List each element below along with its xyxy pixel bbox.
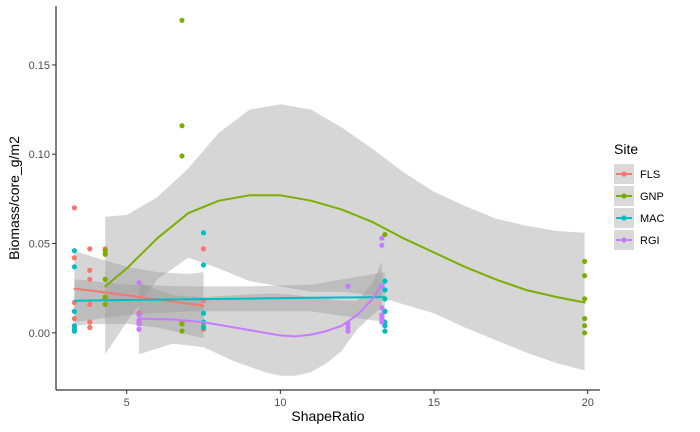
point-gnp-6 [179, 123, 185, 129]
ribbon-rgi [139, 261, 382, 376]
point-gnp-5 [179, 17, 185, 23]
ribbon-fls [74, 250, 204, 339]
point-mac-10 [200, 324, 207, 331]
point-rgi-0 [136, 280, 142, 286]
point-mac-0 [71, 248, 77, 254]
point-rgi-4 [136, 326, 142, 332]
point-rgi-5 [345, 283, 351, 289]
y-axis-title: Biomass/core_g/m2 [6, 136, 22, 260]
point-mac-14 [382, 308, 388, 314]
point-fls-7 [87, 276, 93, 282]
y-tick-label-3: 0.15 [29, 60, 50, 72]
point-fls-8 [87, 301, 93, 307]
point-mac-1 [71, 264, 77, 270]
point-mac-11 [382, 278, 388, 284]
point-mac-17 [382, 328, 388, 334]
x-tick-label-10: 10 [274, 397, 286, 409]
point-mac-5 [71, 328, 77, 334]
point-gnp-12 [582, 258, 588, 264]
point-rgi-10 [379, 242, 385, 248]
point-gnp-1 [102, 251, 108, 257]
point-mac-3 [71, 323, 77, 329]
point-gnp-15 [582, 316, 588, 322]
legend-key-dot-gnp [621, 193, 627, 199]
legend-key-dot-fls [621, 171, 627, 177]
fit-line-gnp [104, 194, 586, 304]
point-mac-7 [200, 262, 207, 268]
y-tick-label-0: 0.00 [29, 328, 50, 340]
axes [55, 6, 600, 391]
point-gnp-2 [102, 276, 108, 282]
point-rgi-8 [345, 328, 351, 334]
point-fls-6 [87, 267, 93, 273]
confidence-ribbons [74, 104, 585, 376]
fit-line-mac [73, 296, 386, 302]
legend-label-fls: FLS [640, 169, 660, 181]
x-tick-label-5: 5 [124, 397, 130, 409]
legend-label-mac: MAC [640, 213, 665, 225]
point-mac-8 [200, 310, 207, 316]
fit-line-rgi [138, 283, 383, 338]
point-gnp-4 [102, 301, 108, 307]
legend-key-dot-mac [621, 215, 627, 221]
legend-key-dot-rgi [621, 237, 627, 243]
point-gnp-10 [382, 232, 388, 238]
point-fls-0 [71, 205, 77, 211]
point-gnp-13 [582, 273, 588, 279]
smooth-fit-lines [73, 194, 586, 338]
point-mac-16 [382, 323, 388, 329]
point-fls-10 [87, 324, 93, 331]
point-mac-2 [71, 308, 77, 314]
point-rgi-1 [136, 312, 142, 318]
legend: Site FLS GNP MAC RGI [614, 141, 665, 250]
fit-line-fls [73, 287, 205, 307]
y-axis-ticks: 0.00 0.05 0.10 0.15 [29, 60, 56, 340]
ribbon-gnp [105, 104, 585, 371]
point-rgi-7 [345, 324, 351, 331]
point-gnp-3 [102, 294, 108, 300]
point-gnp-14 [582, 296, 588, 302]
x-axis-ticks: 5 10 15 20 [124, 390, 594, 409]
point-mac-12 [382, 287, 388, 293]
point-mac-6 [200, 230, 207, 236]
y-tick-label-1: 0.05 [29, 239, 50, 251]
legend-label-rgi: RGI [640, 235, 660, 247]
legend-title: Site [614, 141, 638, 157]
legend-label-gnp: GNP [640, 191, 664, 203]
point-fls-3 [71, 316, 77, 322]
point-gnp-7 [179, 153, 185, 159]
point-gnp-16 [582, 323, 588, 329]
point-rgi-13 [379, 312, 385, 318]
y-tick-label-2: 0.10 [29, 149, 50, 161]
point-gnp-17 [582, 330, 588, 336]
point-fls-9 [87, 319, 93, 325]
x-tick-label-20: 20 [582, 397, 594, 409]
x-tick-label-15: 15 [428, 397, 440, 409]
point-gnp-9 [179, 328, 185, 334]
data-points [71, 17, 588, 336]
point-fls-16 [200, 246, 207, 252]
point-fls-1 [71, 255, 77, 261]
point-rgi-15 [379, 319, 385, 325]
point-rgi-12 [379, 305, 385, 311]
point-fls-5 [87, 246, 93, 252]
point-rgi-9 [379, 235, 385, 241]
x-axis-title: ShapeRatio [291, 408, 364, 424]
point-rgi-3 [136, 321, 142, 327]
point-gnp-0 [102, 248, 108, 254]
point-gnp-8 [179, 321, 185, 327]
ribbon-mac [74, 272, 385, 323]
